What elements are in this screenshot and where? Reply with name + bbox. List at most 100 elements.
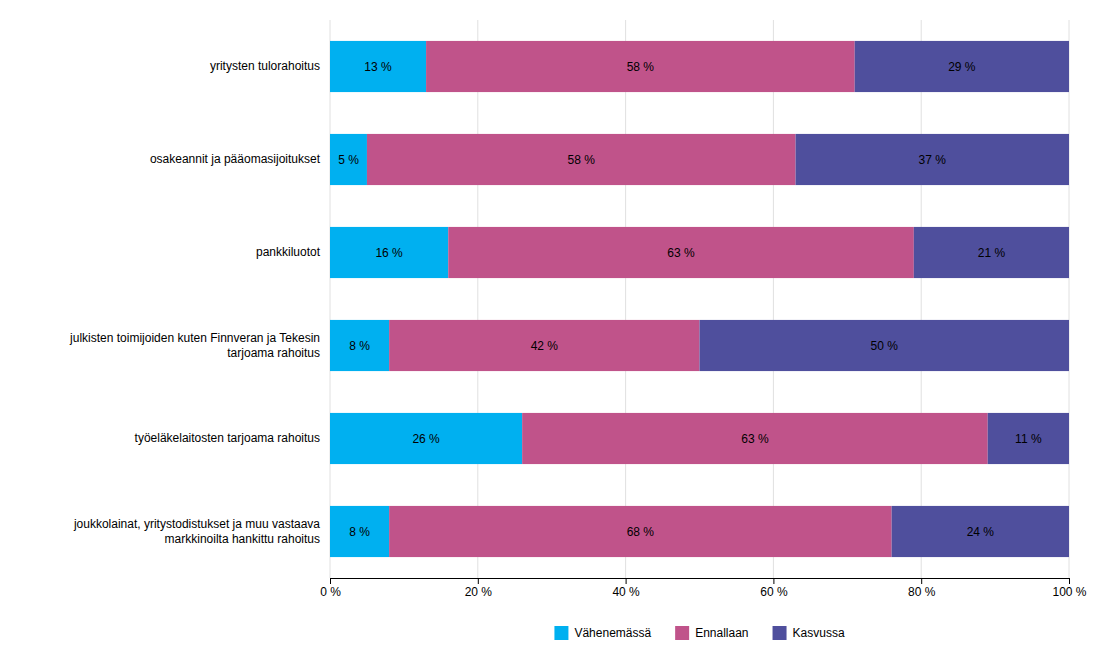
bar	[330, 320, 389, 371]
x-tick-mark	[330, 578, 331, 584]
x-tick-label: 20 %	[465, 585, 493, 599]
y-tick: pankkiluotot	[256, 245, 321, 259]
y-tick-label-line: tarjoama rahoitus	[224, 346, 320, 360]
bar	[700, 320, 1070, 371]
y-tick: työeläkelaitosten tarjoama rahoitus	[135, 431, 320, 445]
x-tick: 80 %	[908, 578, 936, 599]
bar	[448, 227, 914, 278]
series-bars	[330, 41, 522, 557]
data-label: 8 %	[349, 525, 370, 539]
y-tick: julkisten toimijoiden kuten Finnveran ja…	[69, 331, 320, 359]
bar	[988, 413, 1069, 464]
data-label: 68 %	[627, 525, 655, 539]
y-tick-label-line: työeläkelaitosten tarjoama rahoitus	[135, 431, 320, 445]
x-axis: 0 % 20 % 40 % 60 % 80 % 100 %	[320, 578, 1087, 599]
data-label: 58 %	[568, 153, 596, 167]
bar	[389, 320, 699, 371]
legend-swatch	[675, 626, 689, 640]
data-label: 8 %	[349, 339, 370, 353]
x-tick-mark	[1069, 578, 1070, 584]
legend-item: Ennallaan	[675, 626, 748, 640]
x-axis-line	[331, 579, 1070, 585]
y-tick-label: pankkiluotot	[256, 245, 321, 259]
grid-line	[773, 20, 774, 578]
data-label: 13 %	[364, 60, 392, 74]
x-tick: 0 %	[320, 578, 341, 599]
x-tick-label: 40 %	[612, 585, 640, 599]
data-label: 11 %	[1015, 432, 1042, 446]
bar	[389, 506, 892, 557]
data-label: 21 %	[978, 246, 1006, 260]
bars	[330, 41, 1069, 557]
grid	[330, 20, 1069, 578]
grid-line	[477, 20, 478, 578]
x-tick-label: 0 %	[320, 585, 341, 599]
x-tick-mark	[626, 578, 627, 584]
bar	[522, 413, 988, 464]
series-bars	[700, 41, 1070, 557]
data-label: 29 %	[948, 60, 976, 74]
x-tick-mark	[921, 578, 922, 584]
data-label: 5 %	[338, 153, 359, 167]
y-tick-label: joukkolainat, yritystodistukset ja muu v…	[73, 517, 320, 545]
grid-line	[921, 20, 922, 578]
y-tick-label-line: markkinoilta hankittu rahoitus	[161, 532, 320, 546]
x-tick-mark	[478, 578, 479, 584]
bar	[855, 41, 1069, 92]
y-tick: joukkolainat, yritystodistukset ja muu v…	[73, 517, 320, 545]
bar	[367, 134, 796, 185]
x-tick: 60 %	[760, 578, 788, 599]
bar	[330, 134, 367, 185]
data-label: 63 %	[667, 246, 695, 260]
x-tick: 40 %	[612, 578, 640, 599]
legend: Vähenemässä Ennallaan Kasvussa	[554, 626, 844, 640]
x-tick: 20 %	[465, 578, 493, 599]
x-tick: 100 %	[1052, 578, 1086, 599]
plot: 0 % 20 % 40 % 60 % 80 % 100 % yritysten tulora…	[69, 20, 1087, 599]
y-tick-label-line: yritysten tulorahoitus	[210, 59, 320, 73]
y-tick-label: julkisten toimijoiden kuten Finnveran ja…	[69, 331, 320, 359]
grid-line	[1069, 20, 1070, 578]
bar	[330, 506, 389, 557]
legend-swatch	[554, 626, 568, 640]
x-tick-label: 80 %	[908, 585, 936, 599]
y-axis: yritysten tulorahoitus osakeannit ja pääo…	[69, 59, 321, 545]
y-tick-label-line: pankkiluotot	[256, 245, 321, 259]
data-label: 63 %	[741, 432, 769, 446]
y-tick-label: työeläkelaitosten tarjoama rahoitus	[135, 431, 320, 445]
legend-item: Kasvussa	[773, 626, 845, 640]
y-tick-label-line: julkisten toimijoiden kuten Finnveran ja…	[69, 331, 320, 345]
data-label: 16 %	[375, 246, 403, 260]
legend-swatch	[773, 626, 787, 640]
legend-label: Vähenemässä	[574, 626, 651, 640]
grid-line	[625, 20, 626, 578]
grid-line	[330, 20, 331, 578]
x-tick-mark	[773, 578, 774, 584]
data-label: 24 %	[967, 525, 995, 539]
y-tick-label-line: osakeannit ja pääomasijoitukset	[150, 152, 321, 166]
data-label: 26 %	[412, 432, 440, 446]
data-labels: 13 % 5 % 16 % 8 % 26 % 8 % 58 % 58 % 63 % 42 % 63 …	[338, 60, 1042, 539]
data-label: 58 %	[627, 60, 655, 74]
x-tick-label: 60 %	[760, 585, 788, 599]
y-tick-label-line: joukkolainat, yritystodistukset ja muu v…	[73, 517, 320, 531]
y-tick-label: yritysten tulorahoitus	[210, 59, 320, 73]
bar	[330, 413, 522, 464]
legend-label: Kasvussa	[793, 626, 845, 640]
bar	[426, 41, 855, 92]
bar	[892, 506, 1069, 557]
x-tick-label: 100 %	[1052, 585, 1086, 599]
legend-label: Ennallaan	[695, 626, 748, 640]
bar	[796, 134, 1069, 185]
data-label: 50 %	[871, 339, 899, 353]
y-tick-label: osakeannit ja pääomasijoitukset	[150, 152, 321, 166]
data-label: 37 %	[919, 153, 947, 167]
y-tick: yritysten tulorahoitus	[210, 59, 320, 73]
y-tick: osakeannit ja pääomasijoitukset	[150, 152, 321, 166]
bar	[330, 41, 426, 92]
data-label: 42 %	[531, 339, 559, 353]
series-bars	[367, 41, 988, 557]
legend-item: Vähenemässä	[554, 626, 651, 640]
chart-svg: 0 % 20 % 40 % 60 % 80 % 100 % yritysten tulora…	[0, 0, 1099, 668]
bar	[330, 227, 448, 278]
